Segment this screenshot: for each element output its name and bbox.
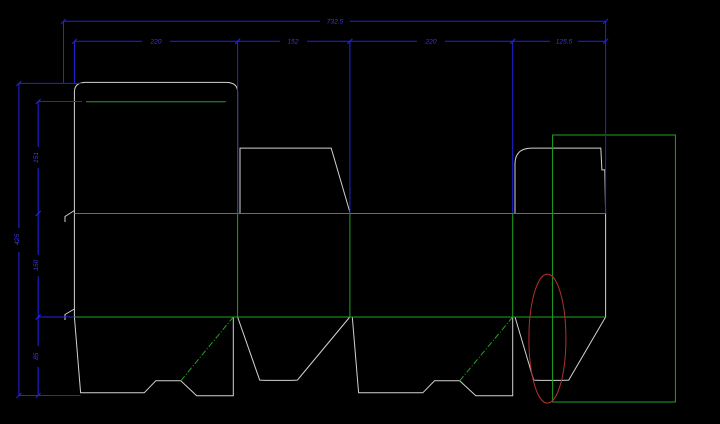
svg-text:220: 220 — [424, 38, 436, 45]
svg-text:152: 152 — [287, 38, 298, 45]
svg-text:732.5: 732.5 — [327, 18, 344, 25]
svg-text:151: 151 — [33, 152, 40, 163]
svg-text:125.5: 125.5 — [556, 38, 573, 45]
svg-text:150: 150 — [33, 259, 40, 270]
svg-text:425: 425 — [14, 234, 21, 245]
svg-text:85: 85 — [33, 352, 40, 360]
svg-text:220: 220 — [149, 38, 161, 45]
